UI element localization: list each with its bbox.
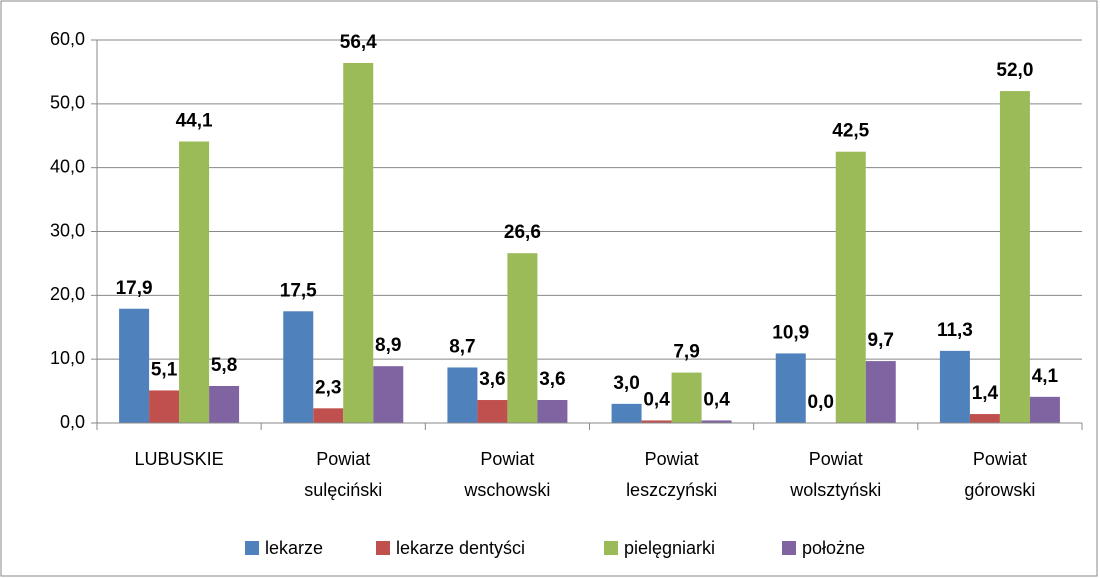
bar xyxy=(939,350,970,423)
legend-label: lekarze xyxy=(265,538,323,558)
value-label: 26,6 xyxy=(504,222,541,243)
legend-swatch xyxy=(376,541,390,555)
bar xyxy=(537,400,568,423)
x-tick-label: LUBUSKIE xyxy=(135,449,224,469)
bar xyxy=(283,311,314,423)
value-label: 52,0 xyxy=(996,60,1033,81)
bar xyxy=(611,403,642,423)
x-tick-label: Powiat wschowski xyxy=(463,449,550,500)
bar xyxy=(179,141,210,423)
value-label: 44,1 xyxy=(176,111,213,132)
legend-label: położne xyxy=(802,538,865,558)
value-label: 17,9 xyxy=(116,278,153,299)
value-label: 5,8 xyxy=(211,355,237,376)
value-label: 2,3 xyxy=(315,377,341,398)
y-tick-label: 60,0 xyxy=(50,29,85,49)
legend-label: lekarze dentyści xyxy=(396,538,525,558)
x-tick-label: Powiat górowski xyxy=(964,449,1035,500)
x-tick-label: Powiat sulęciński xyxy=(304,449,382,500)
bar xyxy=(477,400,508,423)
bar xyxy=(835,151,866,424)
y-tick-label: 20,0 xyxy=(50,284,85,304)
value-label: 9,7 xyxy=(868,330,894,351)
value-label: 11,3 xyxy=(937,320,973,341)
value-label: 56,4 xyxy=(340,32,377,53)
bar xyxy=(343,62,374,423)
value-label: 0,4 xyxy=(703,389,730,410)
bar xyxy=(865,361,896,423)
value-label: 4,1 xyxy=(1032,366,1059,387)
bar xyxy=(209,385,240,423)
value-label: 17,5 xyxy=(280,280,317,301)
bar xyxy=(313,408,344,423)
value-label: 8,9 xyxy=(375,335,401,356)
bar xyxy=(149,390,180,423)
value-label: 0,4 xyxy=(643,389,670,410)
legend-swatch xyxy=(782,541,796,555)
bar xyxy=(373,366,404,423)
value-label: 10,9 xyxy=(772,322,809,343)
value-label: 3,6 xyxy=(539,369,565,390)
bar xyxy=(701,420,732,423)
y-tick-label: 40,0 xyxy=(50,156,85,176)
value-label: 8,7 xyxy=(449,336,475,357)
legend-swatch xyxy=(245,541,259,555)
x-tick-label: Powiat wolsztyński xyxy=(789,449,881,500)
bar xyxy=(507,253,538,423)
bar xyxy=(641,420,672,423)
y-tick-label: 50,0 xyxy=(50,93,85,113)
bar xyxy=(775,353,806,423)
value-label: 42,5 xyxy=(832,121,869,142)
y-tick-label: 30,0 xyxy=(50,220,85,240)
legend-swatch xyxy=(604,541,618,555)
bar xyxy=(671,372,702,423)
y-tick-label: 10,0 xyxy=(50,348,85,368)
value-label: 3,6 xyxy=(479,369,505,390)
value-label: 0,0 xyxy=(808,392,834,413)
bar xyxy=(969,414,1000,423)
y-tick-label: 0,0 xyxy=(60,412,85,432)
value-label: 3,0 xyxy=(613,373,639,394)
bar xyxy=(119,308,150,423)
value-label: 5,1 xyxy=(151,359,178,380)
value-label: 1,4 xyxy=(972,383,999,404)
bar xyxy=(999,91,1030,424)
x-tick-label: Powiat leszczyński xyxy=(626,449,717,500)
legend-label: pielęgniarki xyxy=(624,538,715,558)
bar xyxy=(1029,396,1060,423)
value-label: 7,9 xyxy=(673,342,699,363)
bar xyxy=(447,367,478,423)
